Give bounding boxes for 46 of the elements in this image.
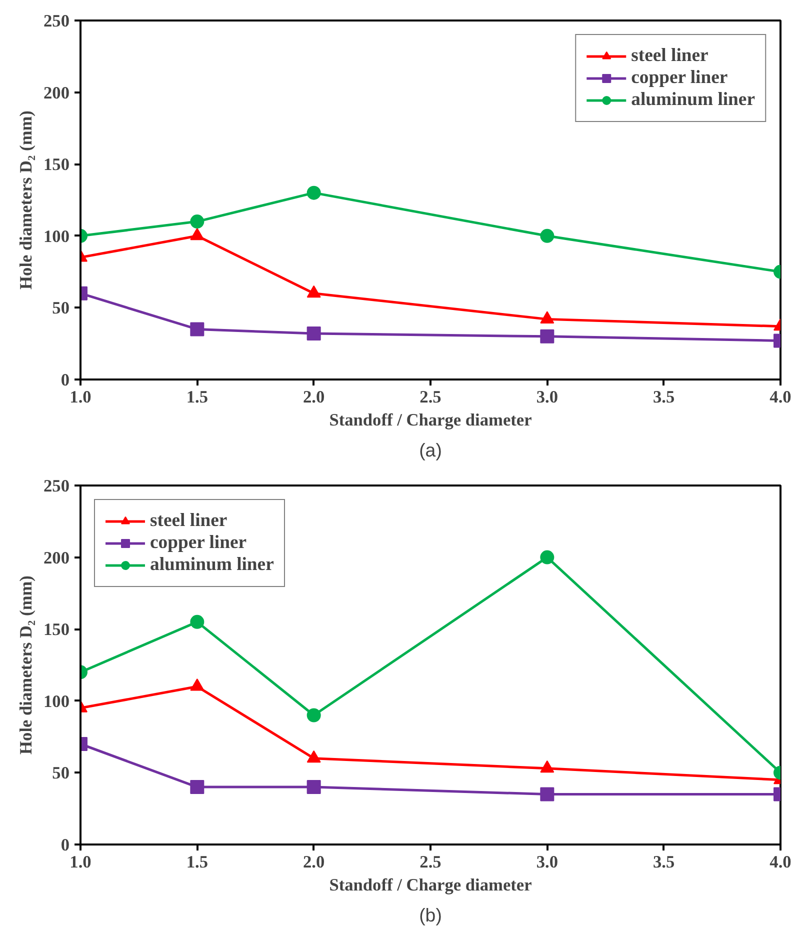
text: (b)	[419, 904, 442, 926]
y-axis-title: Hole diameters D₂ (mm)	[16, 110, 36, 290]
x-tick-label: 1.0	[70, 388, 92, 406]
x-axis-title: Standoff / Charge diameter	[329, 876, 532, 894]
y-tick-label: 150	[44, 155, 70, 174]
x-tick-label: 2.5	[420, 852, 442, 872]
x-tick-label: 1.0	[70, 852, 92, 872]
legend-label: copper liner	[150, 532, 247, 554]
x-tick-label: 2.0	[303, 388, 325, 406]
y-tick-label: 100	[44, 226, 70, 246]
point	[306, 186, 321, 200]
x-tick-label: 2.5	[420, 388, 442, 406]
x-tick-label: 3.5	[653, 852, 675, 872]
y-tick-label: 50	[52, 764, 70, 783]
point	[306, 708, 321, 722]
y-tick-label: 250	[44, 476, 70, 496]
y-tick-label: 200	[44, 548, 70, 568]
legend-label: copper liner	[631, 67, 728, 89]
y-axis-title: Hole diameters D₂ (mm)	[16, 575, 36, 754]
x-tick-label: 3.0	[536, 388, 558, 406]
x-tick-label: 4.0	[770, 388, 792, 406]
legend-label: steel liner	[631, 45, 708, 67]
x-tick-label: 1.5	[186, 388, 208, 406]
y-tick-label: 0	[60, 836, 70, 854]
point	[306, 780, 321, 794]
y-tick-label: 50	[52, 298, 70, 318]
legend-label: steel liner	[150, 510, 228, 532]
x-tick-label: 3.0	[536, 852, 558, 872]
x-tick-label: 1.5	[186, 852, 208, 872]
x-tick-label: 2.0	[303, 852, 325, 872]
legend-label: aluminum liner	[150, 554, 274, 576]
y-tick-label: 0	[60, 370, 70, 390]
y-tick-label: 200	[44, 83, 70, 102]
y-tick-label: 150	[44, 620, 70, 640]
y-tick-label: 100	[44, 692, 70, 711]
point	[190, 780, 204, 794]
point	[190, 214, 204, 229]
x-tick-label: 3.5	[653, 388, 675, 406]
y-tick-label: 250	[44, 12, 70, 30]
x-tick-label: 4.0	[770, 852, 792, 872]
point	[306, 326, 321, 341]
point	[190, 614, 204, 629]
x-axis-title: Standoff / Charge diameter	[329, 410, 532, 430]
legend-label: aluminum liner	[631, 89, 755, 111]
point	[190, 322, 204, 336]
text: (a)	[419, 440, 442, 460]
